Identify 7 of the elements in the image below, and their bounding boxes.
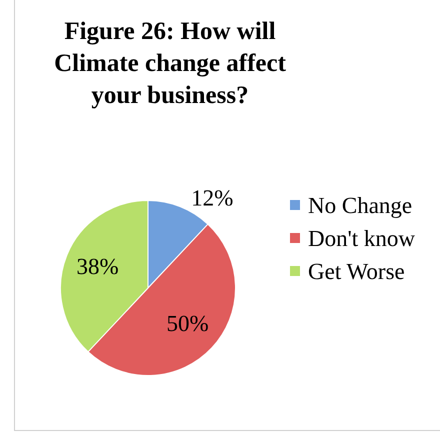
data-label: 50% <box>166 311 209 336</box>
legend-label: Get Worse <box>308 258 405 285</box>
data-label: 12% <box>191 185 234 210</box>
chart-title: Figure 26: How will Climate change affect your business? <box>53 17 287 111</box>
data-label: 38% <box>76 254 119 280</box>
legend-label: No Change <box>308 192 412 219</box>
legend-label: Don't know <box>308 225 416 252</box>
